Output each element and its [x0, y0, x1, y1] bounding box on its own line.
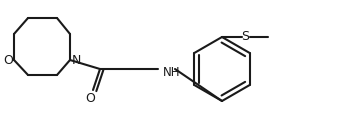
Text: NH: NH: [163, 65, 181, 79]
Text: O: O: [3, 54, 13, 66]
Text: S: S: [241, 31, 249, 44]
Text: N: N: [71, 54, 81, 66]
Text: O: O: [85, 92, 95, 105]
